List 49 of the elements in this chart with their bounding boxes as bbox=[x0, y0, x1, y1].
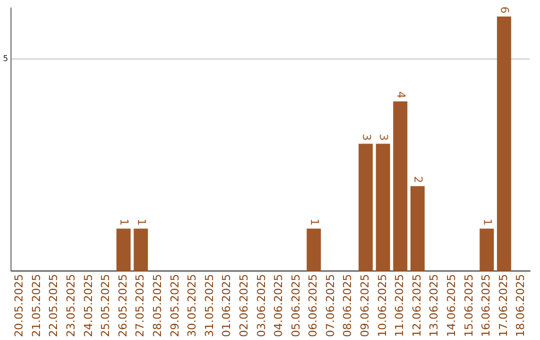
x-tick-label: 20.05.2025 bbox=[12, 274, 26, 338]
x-tick-label: 24.05.2025 bbox=[82, 274, 95, 338]
x-tick-label: 16.06.2025 bbox=[480, 274, 493, 338]
x-tick-label: 27.05.2025 bbox=[134, 274, 147, 338]
x-tick-label: 01.06.2025 bbox=[220, 274, 234, 338]
x-tick-label: 08.06.2025 bbox=[341, 274, 354, 338]
x-tick-label: 25.05.2025 bbox=[99, 274, 112, 338]
data-label: 2 bbox=[412, 176, 425, 184]
x-tick-label: 04.06.2025 bbox=[272, 274, 286, 338]
x-tick-label: 06.06.2025 bbox=[306, 274, 320, 338]
y-tick-label: 5 bbox=[2, 54, 8, 63]
data-label: 3 bbox=[360, 134, 373, 141]
x-tick-label: 10.06.2025 bbox=[376, 274, 389, 338]
x-tick-label: 15.06.2025 bbox=[462, 274, 476, 338]
x-tick-label: 28.05.2025 bbox=[150, 274, 164, 338]
x-tick-label: 31.05.2025 bbox=[202, 274, 216, 338]
x-tick-label: 11.06.2025 bbox=[393, 274, 406, 338]
data-label: 1 bbox=[134, 218, 148, 226]
x-tick-label: 26.05.2025 bbox=[116, 274, 130, 338]
bar bbox=[134, 228, 148, 272]
data-label: 1 bbox=[118, 218, 131, 226]
x-tick-label: 18.06.2025 bbox=[514, 274, 528, 338]
x-tick-label: 30.05.2025 bbox=[186, 274, 199, 338]
x-tick-label: 21.05.2025 bbox=[30, 274, 43, 338]
x-tick-label: 02.06.2025 bbox=[237, 274, 250, 338]
x-tick-label: 23.05.2025 bbox=[64, 274, 78, 338]
bar bbox=[393, 101, 408, 272]
data-label: 1 bbox=[480, 218, 494, 226]
x-tick-label: 29.05.2025 bbox=[168, 274, 182, 338]
x-tick-label: 14.06.2025 bbox=[445, 274, 458, 338]
x-tick-label: 05.06.2025 bbox=[289, 274, 302, 338]
x-tick-label: 09.06.2025 bbox=[358, 274, 372, 338]
bar bbox=[358, 144, 373, 272]
bar bbox=[496, 16, 512, 272]
data-label: 3 bbox=[377, 134, 390, 141]
data-label: 4 bbox=[394, 91, 408, 98]
x-tick-label: 17.06.2025 bbox=[496, 274, 510, 338]
x-tick-label: 07.06.2025 bbox=[324, 274, 337, 338]
x-tick-label: 03.06.2025 bbox=[254, 274, 268, 338]
x-tick-label: 12.06.2025 bbox=[410, 274, 424, 338]
data-label: 6 bbox=[498, 6, 512, 14]
bar bbox=[376, 144, 390, 272]
data-label: 1 bbox=[308, 218, 321, 226]
bar bbox=[480, 228, 494, 272]
bar bbox=[306, 228, 321, 272]
bar bbox=[116, 228, 131, 272]
x-tick-label: 13.06.2025 bbox=[428, 274, 441, 338]
x-tick-label: 22.05.2025 bbox=[47, 274, 60, 338]
bar bbox=[410, 186, 425, 272]
